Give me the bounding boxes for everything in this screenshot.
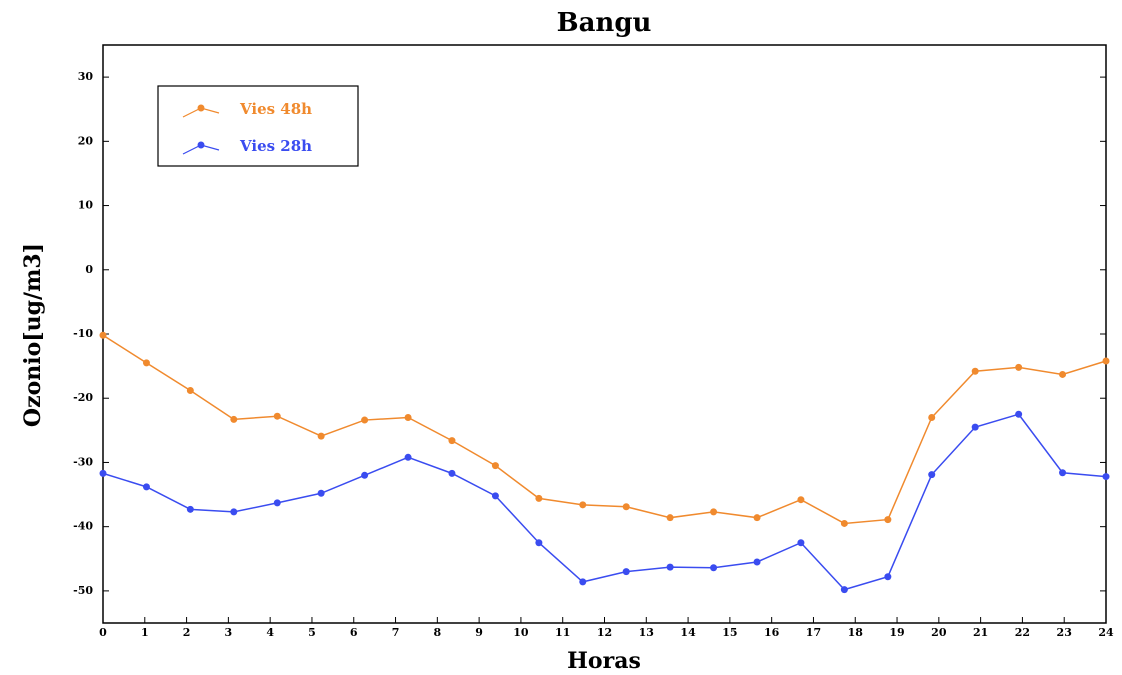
point — [884, 573, 892, 581]
x-tick-label: 1 — [141, 626, 149, 639]
x-tick-label: 19 — [889, 626, 904, 639]
point — [1015, 410, 1023, 418]
x-tick-label: 8 — [434, 626, 442, 639]
point — [971, 423, 979, 431]
point — [928, 413, 936, 421]
y-tick-label: 10 — [78, 199, 94, 212]
point — [753, 558, 761, 566]
x-axis-label: Horas — [567, 648, 641, 674]
y-tick-label: 0 — [85, 263, 93, 276]
point — [99, 469, 107, 477]
point — [622, 503, 630, 511]
point — [1059, 370, 1067, 378]
point — [622, 568, 630, 576]
point — [230, 508, 238, 516]
point — [1102, 473, 1110, 481]
point — [1015, 363, 1023, 371]
x-tick-label: 7 — [392, 626, 400, 639]
point — [404, 413, 412, 421]
point — [710, 508, 718, 516]
series-line — [102, 334, 1107, 525]
point — [361, 471, 369, 479]
point — [273, 499, 281, 507]
legend-label: Vies 28h — [239, 137, 312, 155]
point — [1102, 357, 1110, 365]
point — [230, 415, 238, 423]
point — [448, 469, 456, 477]
point — [186, 505, 194, 513]
point — [840, 586, 848, 594]
point — [797, 496, 805, 504]
x-tick-label: 13 — [639, 626, 654, 639]
point — [884, 516, 892, 524]
x-tick-label: 23 — [1057, 626, 1072, 639]
x-tick-label: 20 — [931, 626, 947, 639]
point — [186, 387, 194, 395]
point — [971, 367, 979, 375]
legend-marker — [197, 104, 205, 112]
point — [535, 494, 543, 502]
y-axis-label: Ozonio[ug/m3] — [20, 243, 46, 427]
point — [317, 432, 325, 440]
x-tick-label: 22 — [1015, 626, 1030, 639]
x-tick-label: 3 — [225, 626, 233, 639]
x-tick-label: 15 — [722, 626, 737, 639]
y-tick-label: -20 — [73, 391, 93, 404]
y-tick-label: -30 — [73, 455, 93, 468]
point — [928, 471, 936, 479]
x-tick-label: 0 — [99, 626, 107, 639]
point — [579, 501, 587, 509]
legend-label: Vies 48h — [239, 100, 312, 118]
legend-box — [157, 85, 359, 167]
y-tick-label: -10 — [73, 327, 93, 340]
x-tick-label: 11 — [555, 626, 570, 639]
legend-marker — [197, 141, 205, 149]
point — [273, 412, 281, 420]
point — [666, 563, 674, 571]
y-tick-label: -40 — [73, 520, 93, 533]
point — [753, 514, 761, 522]
x-tick-label: 5 — [308, 626, 316, 639]
point — [99, 331, 107, 339]
point — [142, 359, 150, 367]
x-tick-label: 9 — [475, 626, 483, 639]
y-tick-label: 20 — [78, 134, 94, 147]
point — [142, 483, 150, 491]
point — [361, 416, 369, 424]
point — [535, 539, 543, 547]
x-tick-label: 16 — [764, 626, 780, 639]
x-tick-label: 10 — [513, 626, 529, 639]
x-tick-label: 14 — [680, 626, 696, 639]
point — [404, 453, 412, 461]
x-tick-label: 6 — [350, 626, 358, 639]
point — [448, 437, 456, 445]
y-tick-label: 30 — [78, 70, 94, 83]
y-tick-label: -50 — [73, 584, 93, 597]
chart-title: Bangu — [557, 8, 652, 38]
point — [491, 462, 499, 470]
x-tick-label: 12 — [597, 626, 612, 639]
x-tick-label: 21 — [973, 626, 988, 639]
point — [840, 519, 848, 527]
x-tick-label: 17 — [806, 626, 821, 639]
x-tick-label: 24 — [1098, 626, 1114, 639]
point — [797, 539, 805, 547]
x-tick-label: 4 — [266, 626, 274, 639]
series-line — [102, 413, 1107, 591]
point — [579, 578, 587, 586]
x-tick-label: 18 — [848, 626, 864, 639]
point — [710, 564, 718, 572]
point — [491, 492, 499, 500]
point — [317, 489, 325, 497]
x-tick-label: 2 — [183, 626, 191, 639]
point — [666, 514, 674, 522]
point — [1059, 469, 1067, 477]
